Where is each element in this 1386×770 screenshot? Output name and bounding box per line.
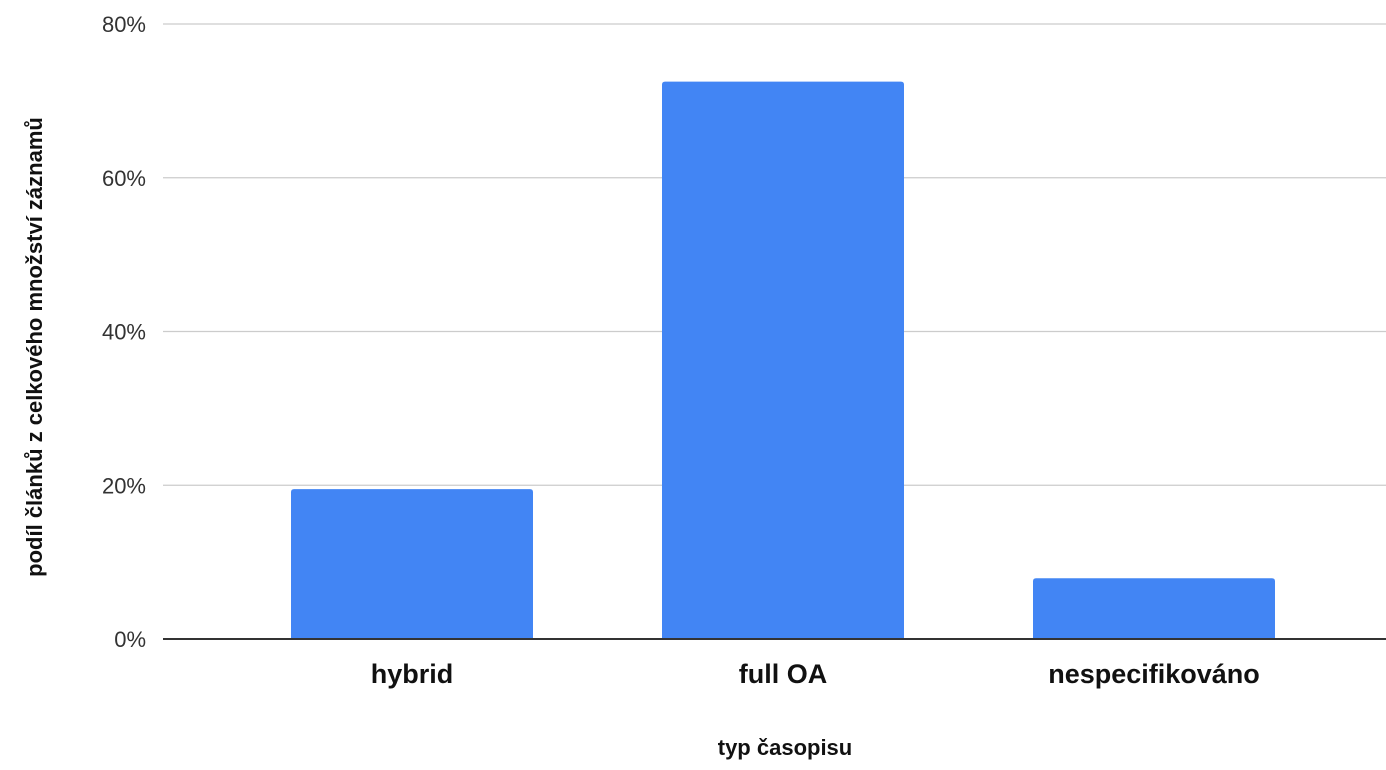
- bar-full-oa: [662, 81, 904, 639]
- y-tick-label: 0%: [114, 627, 146, 652]
- y-axis-title: podíl článků z celkového množství záznam…: [22, 117, 47, 577]
- bars: [291, 81, 1275, 639]
- y-tick-label: 40%: [102, 320, 146, 345]
- labels: 0% 20% 40% 60% 80% hybrid full OA nespecifiková…: [102, 12, 1260, 689]
- y-tick-label: 20%: [102, 473, 146, 498]
- bar-nespecifikováno: [1033, 578, 1275, 639]
- y-tick-label: 60%: [102, 166, 146, 191]
- x-tick-label: hybrid: [371, 659, 454, 689]
- y-tick-label: 80%: [102, 12, 146, 37]
- x-tick-label: nespecifikováno: [1048, 659, 1260, 689]
- x-axis-title: typ časopisu: [718, 735, 852, 760]
- bar-hybrid: [291, 489, 533, 639]
- x-tick-label: full OA: [739, 659, 828, 689]
